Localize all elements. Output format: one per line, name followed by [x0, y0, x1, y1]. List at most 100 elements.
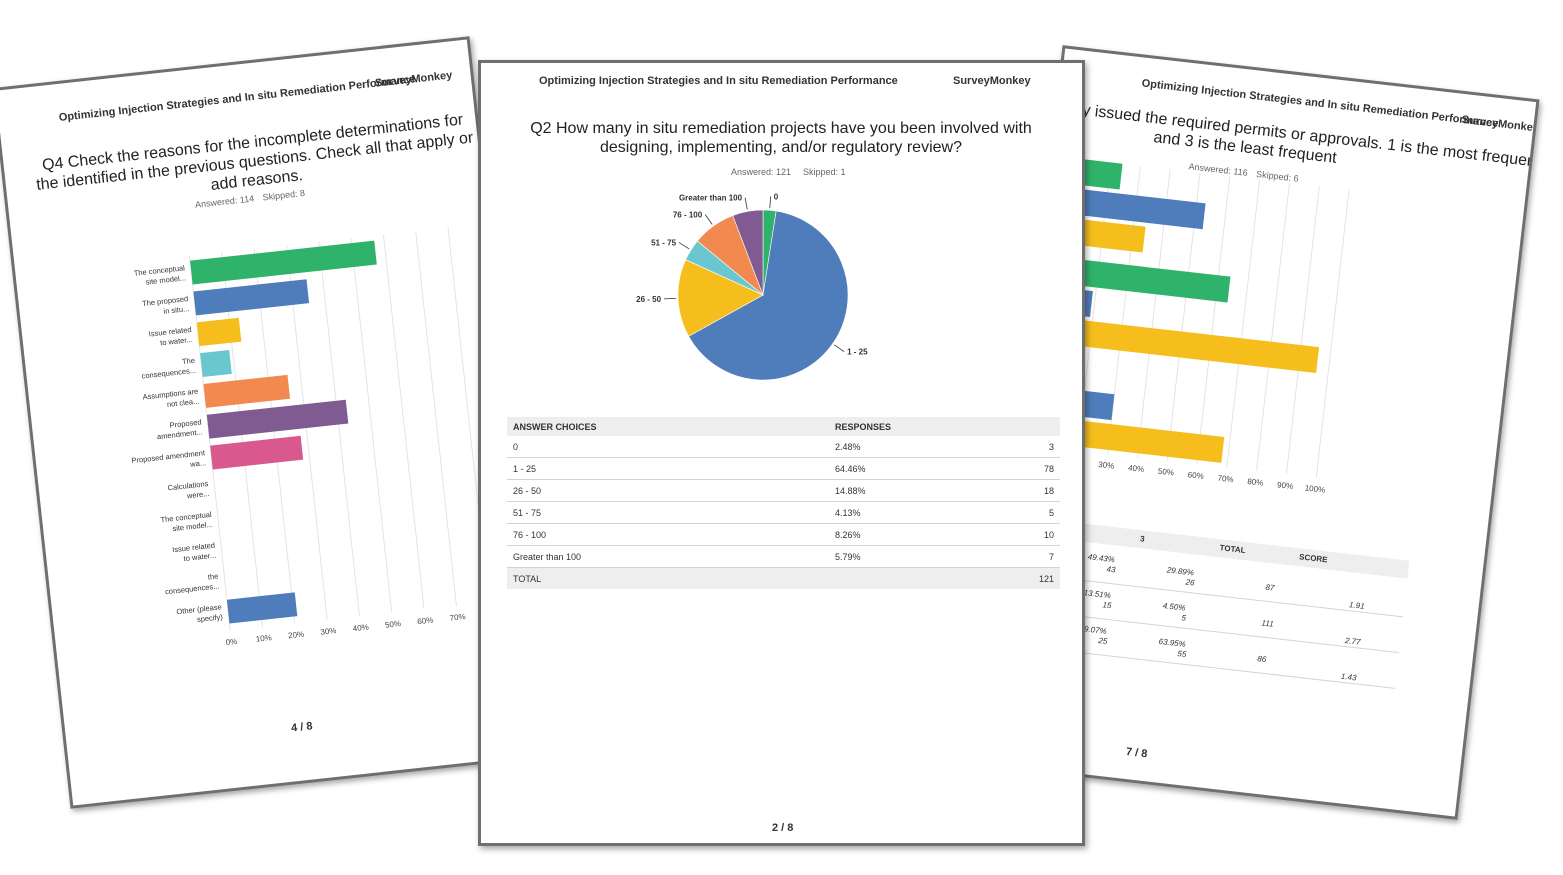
gridline — [285, 245, 328, 621]
bar — [206, 399, 349, 439]
bar — [1056, 186, 1206, 230]
table-cell: 43 — [1106, 564, 1116, 575]
answered-count: Answered: 121 — [731, 167, 792, 177]
category-label: The proposedin situ... — [142, 294, 190, 318]
x-tick-label: 100% — [1304, 483, 1325, 494]
percent-cell: 2.48% — [829, 436, 988, 458]
category-label: theconsequences... — [163, 572, 219, 597]
bar — [190, 240, 377, 285]
choice-cell: 0 — [507, 436, 829, 458]
skipped-count: Skipped: 1 — [803, 167, 846, 177]
page-number: 2 / 8 — [772, 822, 794, 834]
table-cell: 1.91 — [1348, 600, 1366, 611]
category-label: Theconsequences... — [140, 356, 196, 381]
choice-cell: 26 - 50 — [507, 479, 829, 502]
page-2-preview: Optimizing Injection Strategies and In s… — [478, 60, 1085, 846]
category-label: Proposedamendment... — [155, 417, 203, 441]
category-label: The conceptualsite model... — [133, 263, 186, 287]
table-row: 0 2.48% 3 — [507, 436, 1060, 458]
pie-leader-line — [744, 197, 748, 210]
pie-slice-label: 1 - 25 — [847, 348, 868, 357]
pie-slice — [688, 210, 849, 381]
category-label: Assumptions arenot clea... — [142, 387, 200, 412]
bar — [203, 374, 291, 408]
table-cell: 63.95% — [1158, 636, 1187, 649]
count-cell: 18 — [988, 479, 1060, 502]
count-cell: 5 — [988, 501, 1060, 524]
pie-slice-label: 26 - 50 — [636, 295, 661, 304]
x-tick-label: 30% — [320, 626, 337, 637]
x-tick-label: 90% — [1277, 480, 1294, 491]
bar — [196, 317, 242, 347]
pie-leader-line — [834, 344, 845, 353]
table-cell: 25 — [1097, 636, 1108, 647]
gridline — [318, 241, 360, 617]
x-tick-label: 20% — [288, 630, 305, 641]
gridline — [415, 231, 457, 606]
table-cell: 5 — [1181, 613, 1187, 623]
table-cell: 87 — [1265, 582, 1275, 593]
table-row: 76 - 100 8.26% 10 — [507, 523, 1060, 546]
page-number: 4 / 8 — [290, 720, 314, 735]
x-tick-label: 40% — [352, 623, 369, 634]
header-cell: 3 — [1139, 534, 1146, 544]
table-cell: 4.50% — [1162, 601, 1186, 613]
table-row: 1 - 25 64.46% 78 — [507, 457, 1060, 480]
pie-slice-label: 0 — [774, 192, 779, 201]
x-tick-label: 60% — [417, 616, 434, 627]
x-tick-label: 50% — [1157, 467, 1174, 478]
table-cell: 13.51% — [1083, 588, 1112, 601]
table-cell: 55 — [1176, 649, 1187, 660]
bar — [200, 349, 232, 378]
pie-leader-line — [678, 242, 690, 250]
brand-label: SurveyMonkey — [1461, 113, 1540, 135]
header-count — [988, 417, 1060, 436]
gridline — [189, 255, 231, 631]
category-label: The conceptualsite model... — [160, 510, 213, 534]
page-number: 7 / 8 — [1125, 745, 1148, 761]
header-cell: TOTAL — [1219, 543, 1246, 556]
x-tick-label: 30% — [1098, 460, 1115, 471]
gridline — [1226, 179, 1261, 468]
bar — [1048, 256, 1231, 303]
x-tick-label: 50% — [385, 619, 402, 630]
choice-cell: 51 - 75 — [507, 501, 829, 524]
bar — [210, 435, 304, 470]
category-label: Issue relatedto water... — [172, 541, 217, 565]
pie-slice — [677, 259, 764, 337]
header-responses: RESPONSES — [829, 417, 988, 436]
bar — [1041, 315, 1320, 373]
pie-slice-label: 51 - 75 — [651, 239, 676, 248]
bar — [226, 592, 298, 624]
percent-cell: 5.79% — [829, 545, 988, 568]
category-label: Other (pleasespecify) — [176, 602, 224, 626]
total-count: 121 — [988, 567, 1060, 589]
x-tick-label: 80% — [1247, 477, 1264, 488]
table-cell: 49.43% — [1087, 552, 1116, 565]
table-cell: 26 — [1185, 577, 1195, 588]
table-row: Greater than 100 5.79% 7 — [507, 545, 1060, 568]
category-label: Issue relatedto water... — [148, 325, 193, 349]
table-cell: 86 — [1256, 654, 1267, 665]
pie-slice — [732, 209, 764, 296]
pie-slice-label: Greater than 100 — [679, 194, 743, 203]
percent-cell: 14.88% — [829, 479, 988, 502]
brand-label: SurveyMonkey — [953, 75, 1031, 87]
choice-cell: Greater than 100 — [507, 545, 829, 568]
x-tick-label: 40% — [1128, 463, 1145, 474]
x-tick-label: 0% — [225, 637, 237, 647]
gridline — [221, 252, 264, 628]
count-cell: 7 — [988, 545, 1060, 568]
x-tick-label: 70% — [1217, 474, 1234, 485]
gridline — [253, 248, 296, 624]
survey-title: Optimizing Injection Strategies and In s… — [539, 75, 898, 87]
question-title: Q2 How many in situ remediation projects… — [530, 120, 1032, 156]
pie-leader-line — [769, 196, 772, 209]
table-row: 26 - 50 14.88% 18 — [507, 479, 1060, 502]
table-cell: 29.89% — [1166, 565, 1195, 578]
table-cell: 2.77 — [1344, 635, 1361, 647]
choice-cell: 1 - 25 — [507, 457, 829, 480]
count-cell: 10 — [988, 523, 1060, 546]
percent-cell: 8.26% — [829, 523, 988, 546]
category-label: Calculationswere... — [167, 479, 210, 502]
